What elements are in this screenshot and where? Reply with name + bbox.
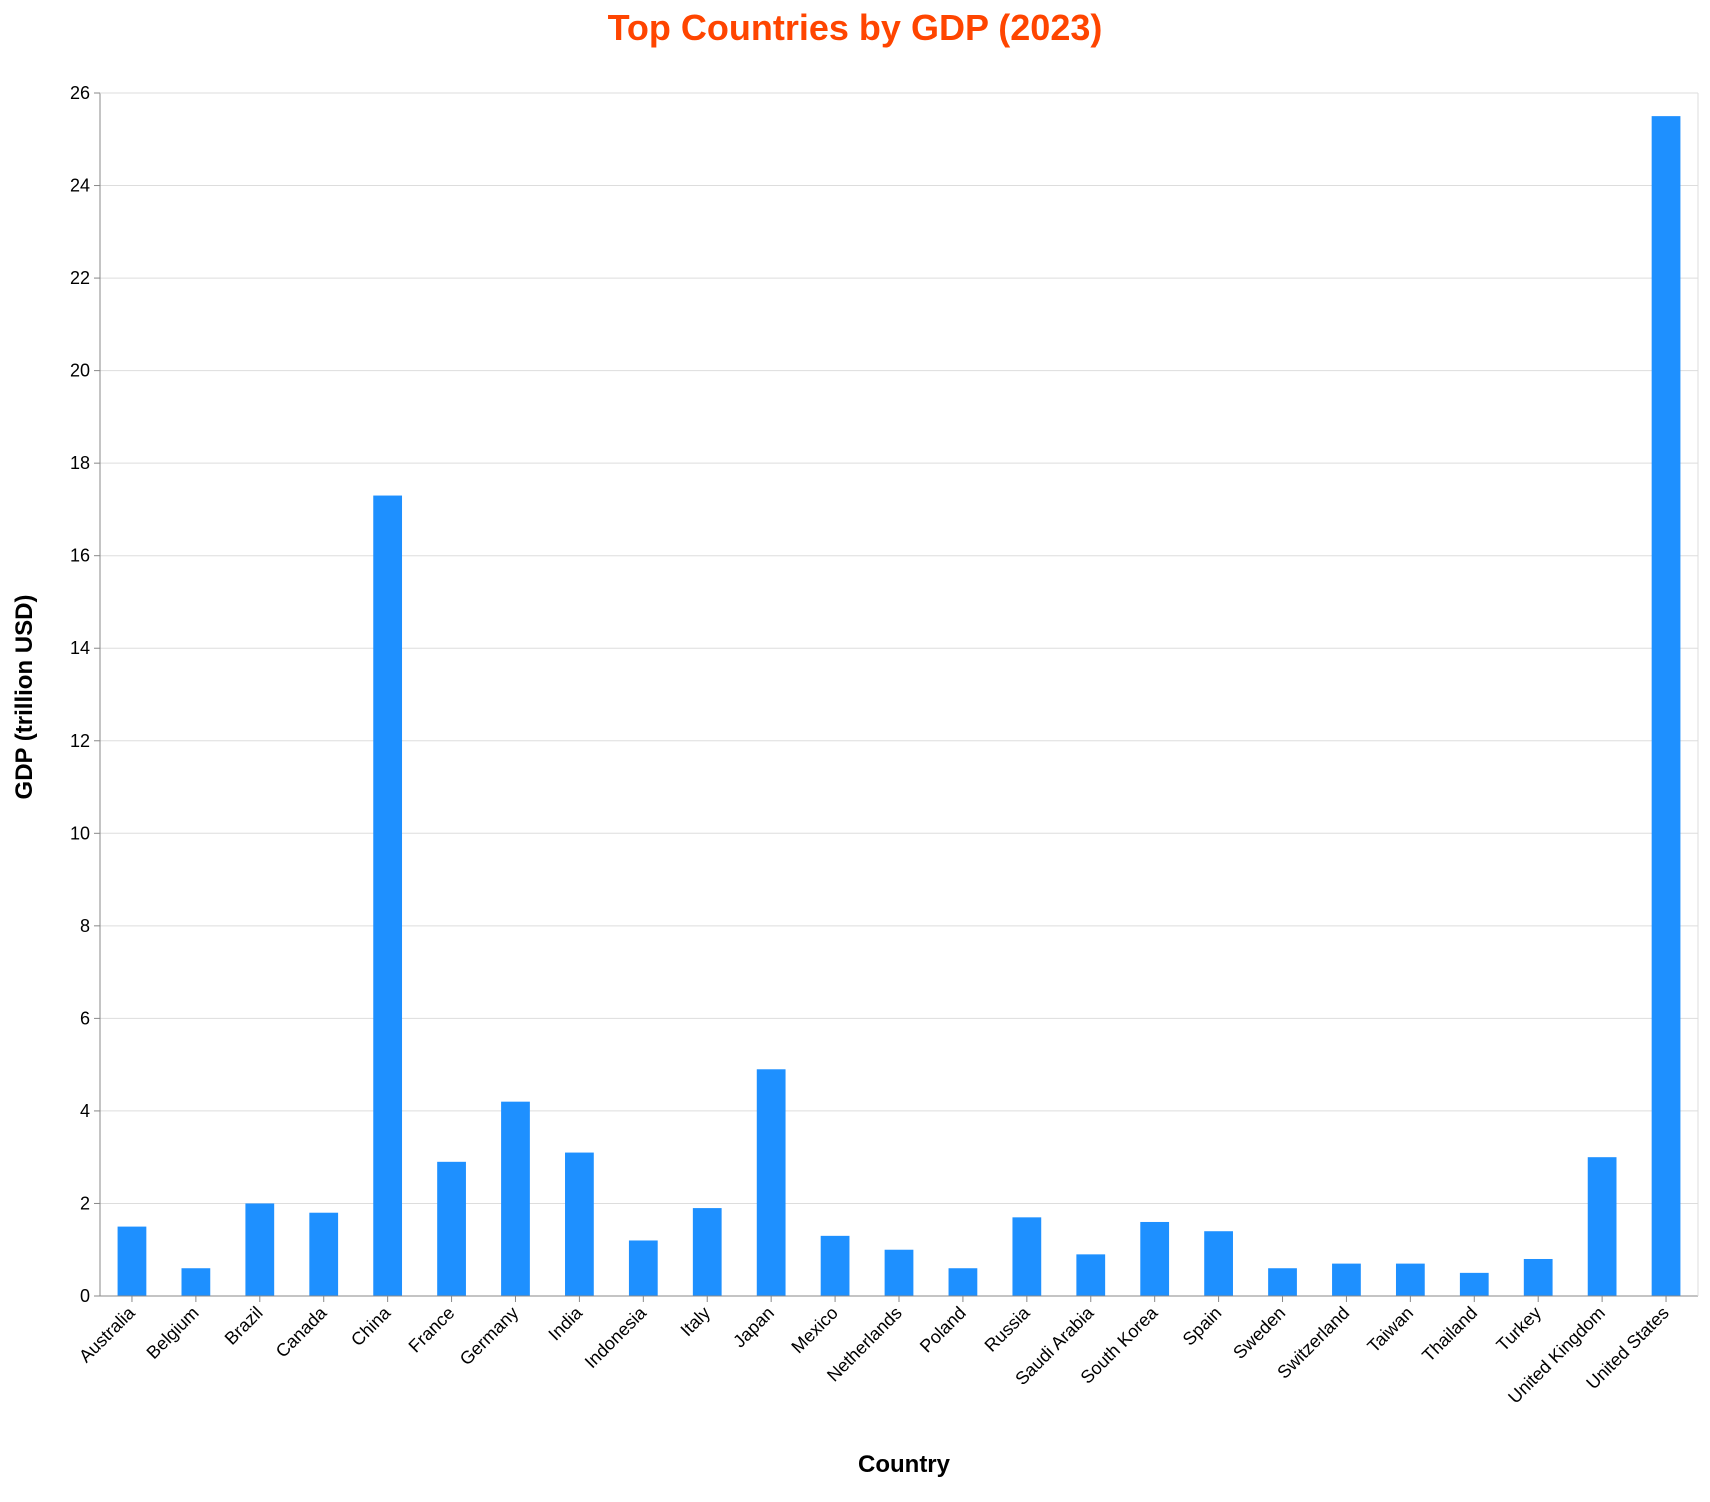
y-tick-label: 2: [80, 1193, 90, 1213]
x-tick-label: Brazil: [221, 1303, 267, 1349]
bar-italy: [692, 1208, 722, 1296]
x-tick-label: China: [347, 1302, 395, 1350]
x-tick-label: Germany: [456, 1303, 522, 1369]
x-tick-label: India: [544, 1302, 586, 1344]
x-tick-label: Mexico: [787, 1303, 841, 1357]
bar-united-kingdom: [1587, 1157, 1617, 1296]
y-tick-label: 8: [80, 916, 90, 936]
x-axis-title: Country: [858, 1451, 951, 1478]
y-tick-label: 22: [70, 268, 90, 288]
bar-netherlands: [884, 1249, 914, 1296]
x-tick-label: France: [405, 1303, 459, 1357]
x-tick-label: Belgium: [143, 1303, 203, 1363]
bar-spain: [1204, 1231, 1233, 1296]
x-tick-label: Russia: [981, 1302, 1035, 1356]
x-tick-label: Indonesia: [581, 1302, 651, 1372]
y-axis-title: GDP (trillion USD): [11, 595, 38, 800]
y-tick-label: 20: [70, 361, 90, 381]
y-tick-label: 14: [70, 638, 90, 658]
chart-title: Top Countries by GDP (2023): [608, 7, 1103, 48]
x-axis-ticks: Australia Belgium Brazil Canada China FranceG…: [75, 1296, 1673, 1407]
y-tick-label: 16: [70, 546, 90, 566]
bar-belgium: [181, 1268, 211, 1296]
x-tick-label: Thailand: [1418, 1303, 1481, 1366]
y-tick-label: 4: [80, 1101, 90, 1121]
bar-poland: [948, 1268, 978, 1296]
y-tick-label: 6: [80, 1008, 90, 1028]
x-tick-label: Japan: [729, 1303, 778, 1352]
bar-brazil: [245, 1203, 275, 1296]
bar-australia: [117, 1226, 147, 1296]
bar-india: [565, 1152, 594, 1296]
y-tick-label: 26: [70, 83, 90, 103]
bar-germany: [501, 1101, 530, 1296]
x-tick-label: Spain: [1179, 1303, 1226, 1350]
y-tick-label: 12: [70, 731, 90, 751]
x-tick-label: Sweden: [1229, 1303, 1289, 1363]
bar-thailand: [1459, 1272, 1489, 1296]
x-tick-label: Taiwan: [1363, 1303, 1417, 1357]
bar-switzerland: [1332, 1263, 1361, 1296]
x-tick-label: Turkey: [1492, 1303, 1545, 1356]
bar-south-korea: [1140, 1221, 1170, 1296]
x-tick-label: Poland: [916, 1303, 970, 1357]
bar-united-states: [1651, 116, 1681, 1296]
bar-china: [373, 495, 403, 1296]
bar-france: [437, 1161, 466, 1296]
bar-indonesia: [628, 1240, 658, 1296]
y-tick-label: 0: [80, 1286, 90, 1306]
bar-russia: [1012, 1217, 1042, 1296]
y-tick-label: 18: [70, 453, 90, 473]
bar-mexico: [820, 1235, 850, 1296]
y-tick-label: 10: [70, 823, 90, 843]
x-tick-label: Canada: [272, 1302, 331, 1361]
axes: [99, 92, 1699, 1297]
bar-turkey: [1523, 1258, 1553, 1296]
y-tick-label: 24: [70, 176, 90, 196]
x-tick-label: Italy: [677, 1303, 714, 1340]
bar-sweden: [1268, 1268, 1297, 1296]
bar-taiwan: [1395, 1263, 1425, 1296]
x-tick-label: Australia: [75, 1302, 139, 1366]
bar-japan: [756, 1069, 786, 1296]
bars: [117, 116, 1681, 1296]
bar-canada: [309, 1212, 339, 1296]
bar-saudi-arabia: [1076, 1254, 1106, 1296]
gridlines: [100, 92, 1698, 1297]
